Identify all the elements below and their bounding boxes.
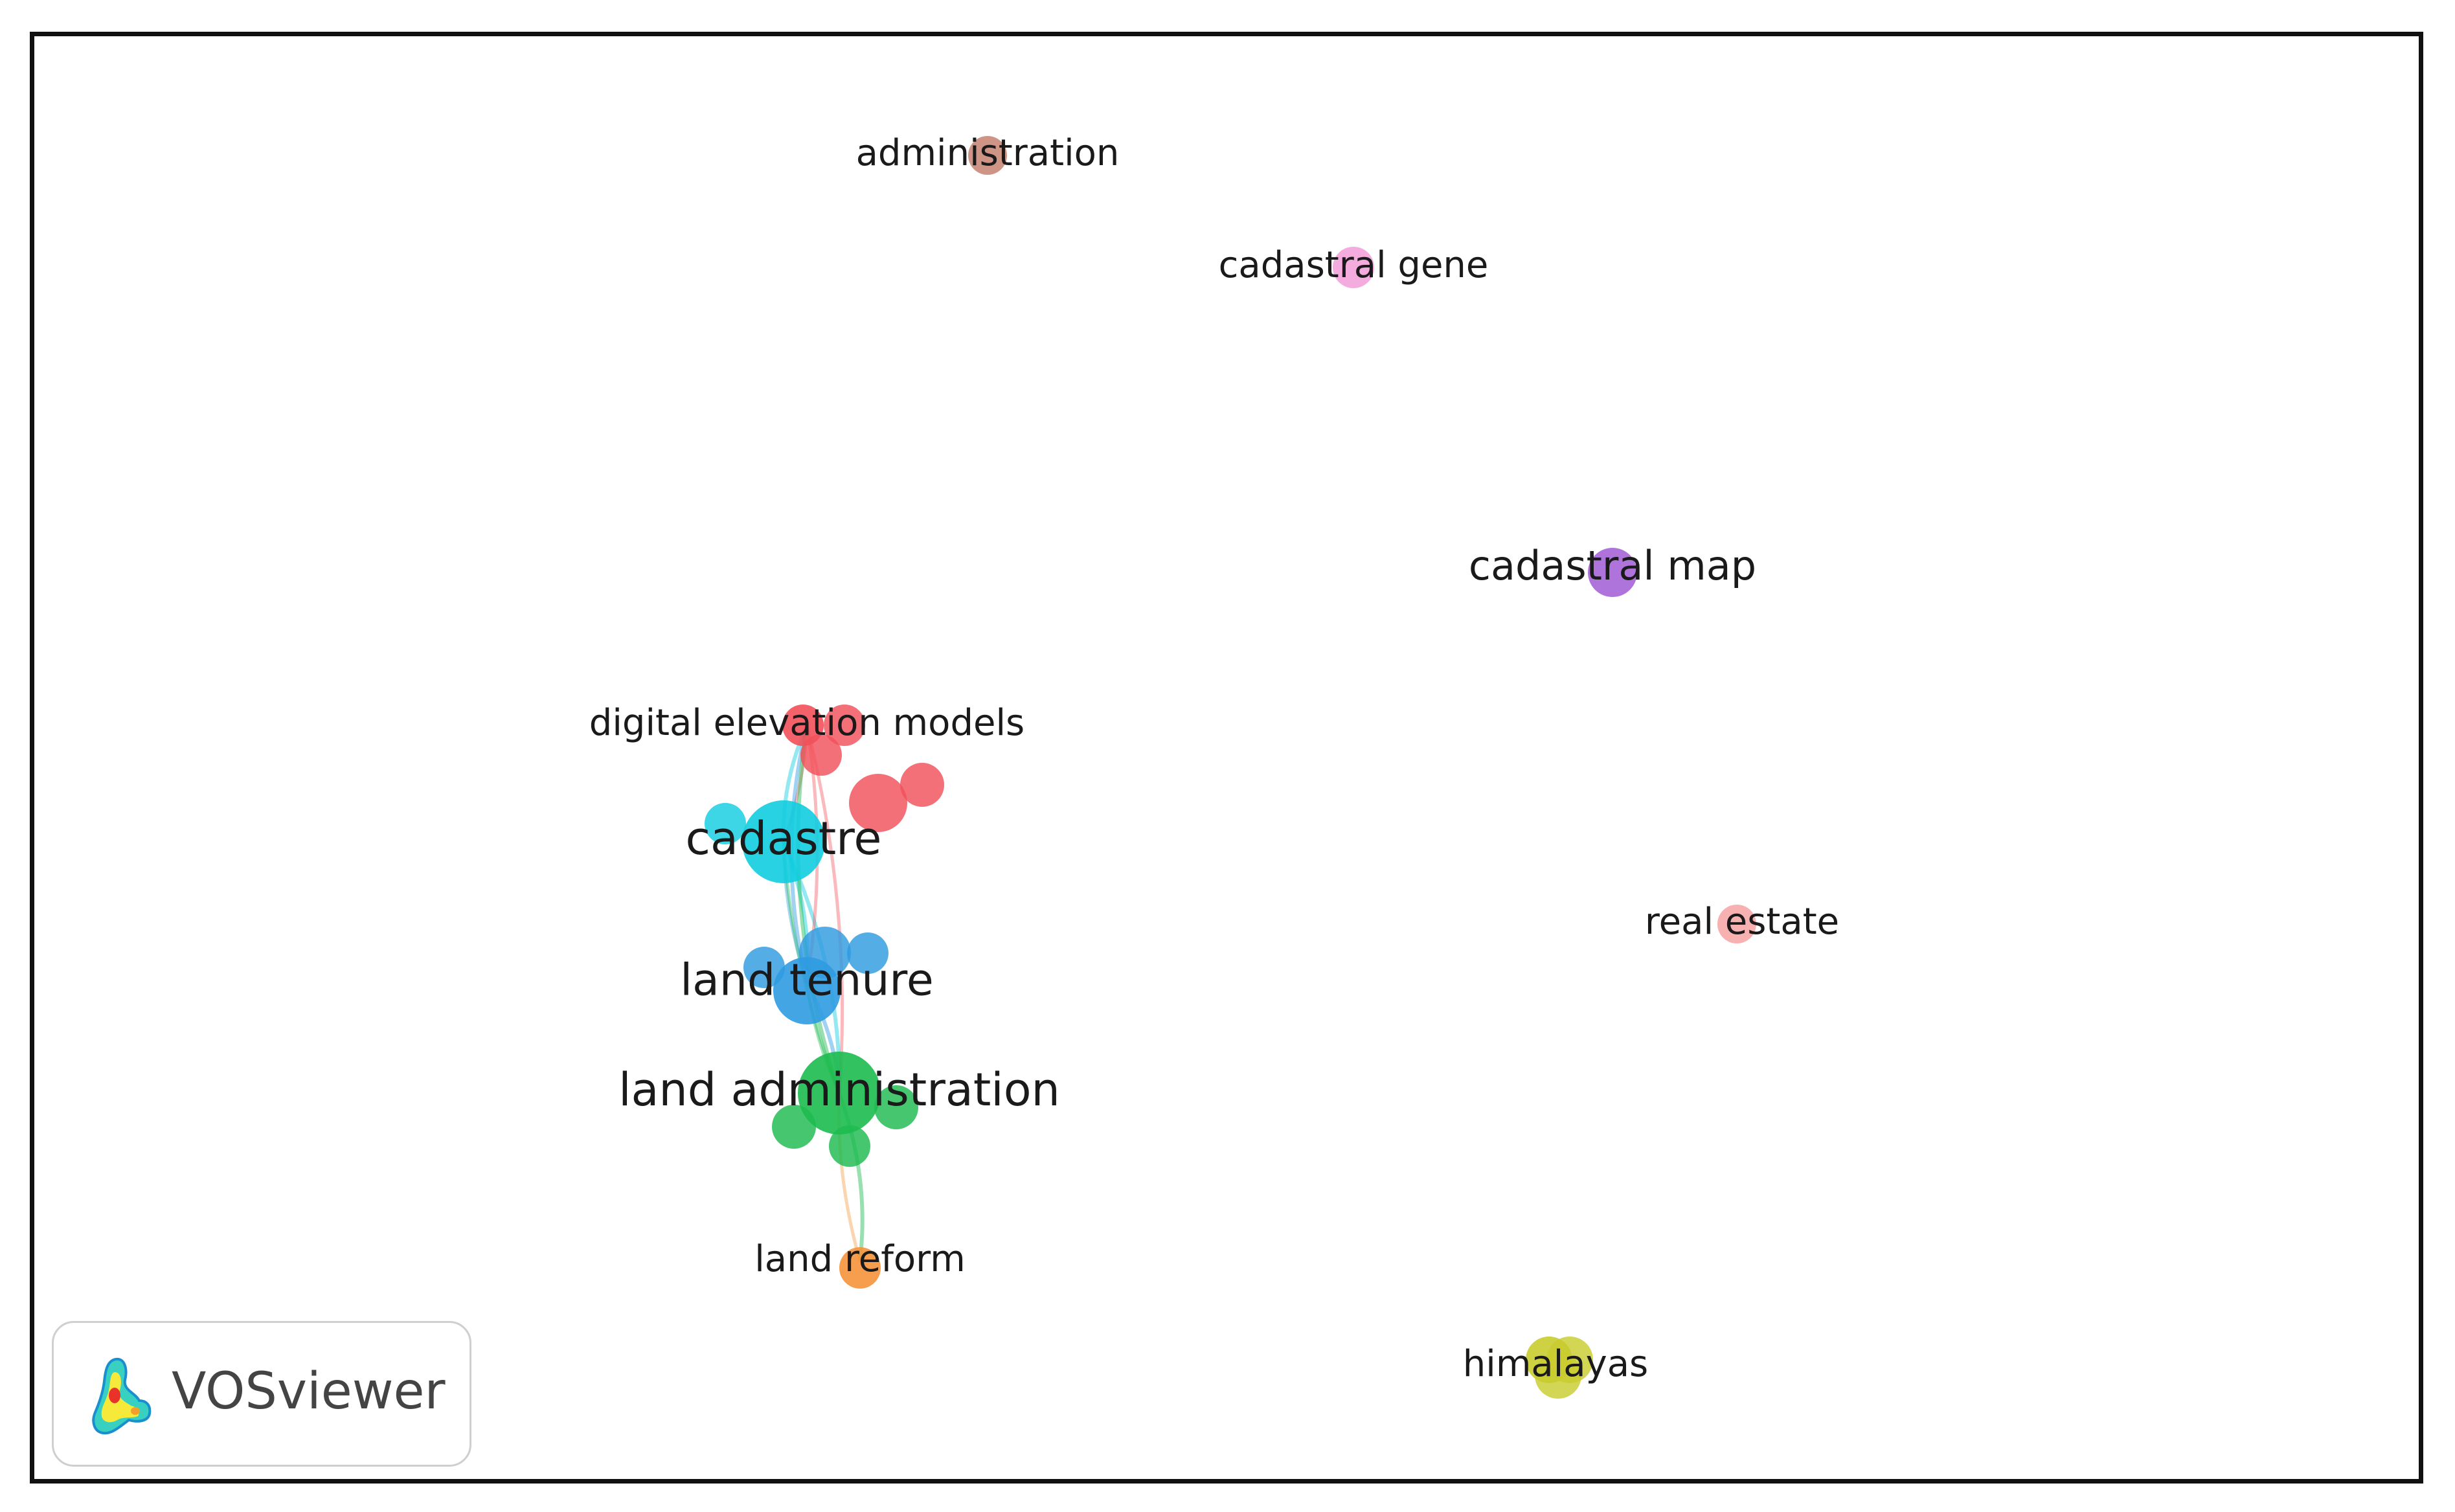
node-bubble-cadastral-gene-0[interactable] bbox=[1333, 247, 1374, 288]
vosviewer-logo-icon bbox=[92, 1357, 152, 1435]
node-label-digital-elevation-models[interactable]: digital elevation models bbox=[589, 702, 1024, 744]
label-layer: administration cadastral gene cadastral ma… bbox=[589, 132, 1839, 1385]
node-bubble-land-tenure-2[interactable] bbox=[743, 947, 785, 988]
node-bubble-land-administration-1[interactable] bbox=[772, 1105, 816, 1149]
node-bubble-digital-elevation-models-4[interactable] bbox=[900, 763, 944, 807]
node-bubble-digital-elevation-models-1[interactable] bbox=[824, 705, 865, 746]
node-label-cadastre[interactable]: cadastre bbox=[686, 812, 882, 865]
node-bubble-administration-0[interactable] bbox=[968, 136, 1007, 175]
node-bubble-land-tenure-3[interactable] bbox=[847, 932, 888, 974]
node-bubble-land-reform-0[interactable] bbox=[839, 1247, 881, 1289]
vosviewer-wordmark: VOSviewer bbox=[172, 1362, 446, 1421]
network-visualization-frame bbox=[30, 32, 2423, 1484]
node-label-land-reform[interactable]: land reform bbox=[754, 1238, 966, 1280]
node-bubble-digital-elevation-models-0[interactable] bbox=[782, 705, 824, 746]
node-bubble-cadastre-0[interactable] bbox=[742, 800, 825, 883]
link-land_administration-digital_elevation_models bbox=[796, 725, 841, 1094]
node-bubble-land-tenure-1[interactable] bbox=[799, 927, 851, 978]
node-bubble-cadastre-1[interactable] bbox=[705, 803, 746, 844]
node-bubble-land-administration-0[interactable] bbox=[798, 1052, 881, 1134]
node-layer bbox=[705, 136, 1756, 1399]
node-label-cadastral-map[interactable]: cadastral map bbox=[1469, 542, 1756, 589]
vosviewer-brand-badge: VOSviewer bbox=[52, 1321, 471, 1467]
node-bubble-land-administration-3[interactable] bbox=[829, 1125, 870, 1167]
node-bubble-land-administration-2[interactable] bbox=[874, 1085, 918, 1129]
node-label-land-administration[interactable]: land administration bbox=[618, 1063, 1060, 1116]
link-land_administration-digital_elevation_models-alt bbox=[805, 725, 844, 1094]
node-bubble-real-estate-0[interactable] bbox=[1717, 905, 1756, 943]
node-bubble-digital-elevation-models-3[interactable] bbox=[849, 774, 907, 832]
node-label-administration[interactable]: administration bbox=[856, 132, 1120, 174]
node-bubble-himalayas-2[interactable] bbox=[1535, 1352, 1581, 1399]
node-label-cadastral-gene[interactable]: cadastral gene bbox=[1219, 244, 1489, 286]
node-bubble-cadastral-map-0[interactable] bbox=[1588, 548, 1637, 597]
node-label-himalayas[interactable]: himalayas bbox=[1463, 1343, 1648, 1385]
node-label-land-tenure[interactable]: land tenure bbox=[680, 955, 933, 1006]
node-label-real-estate[interactable]: real estate bbox=[1645, 901, 1839, 943]
node-bubble-digital-elevation-models-2[interactable] bbox=[800, 734, 842, 776]
